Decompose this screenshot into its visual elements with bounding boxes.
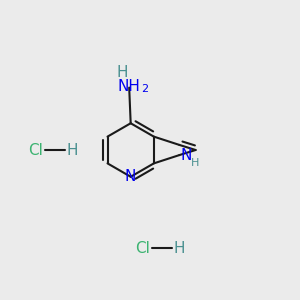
Text: Cl: Cl	[135, 241, 150, 256]
Text: 2: 2	[141, 84, 148, 94]
Text: N: N	[125, 169, 136, 184]
Text: NH: NH	[118, 79, 141, 94]
Text: H: H	[173, 241, 185, 256]
Text: H: H	[190, 158, 199, 168]
Text: N: N	[181, 148, 192, 163]
Text: H: H	[116, 65, 128, 80]
Text: Cl: Cl	[28, 142, 43, 158]
Text: H: H	[66, 142, 78, 158]
